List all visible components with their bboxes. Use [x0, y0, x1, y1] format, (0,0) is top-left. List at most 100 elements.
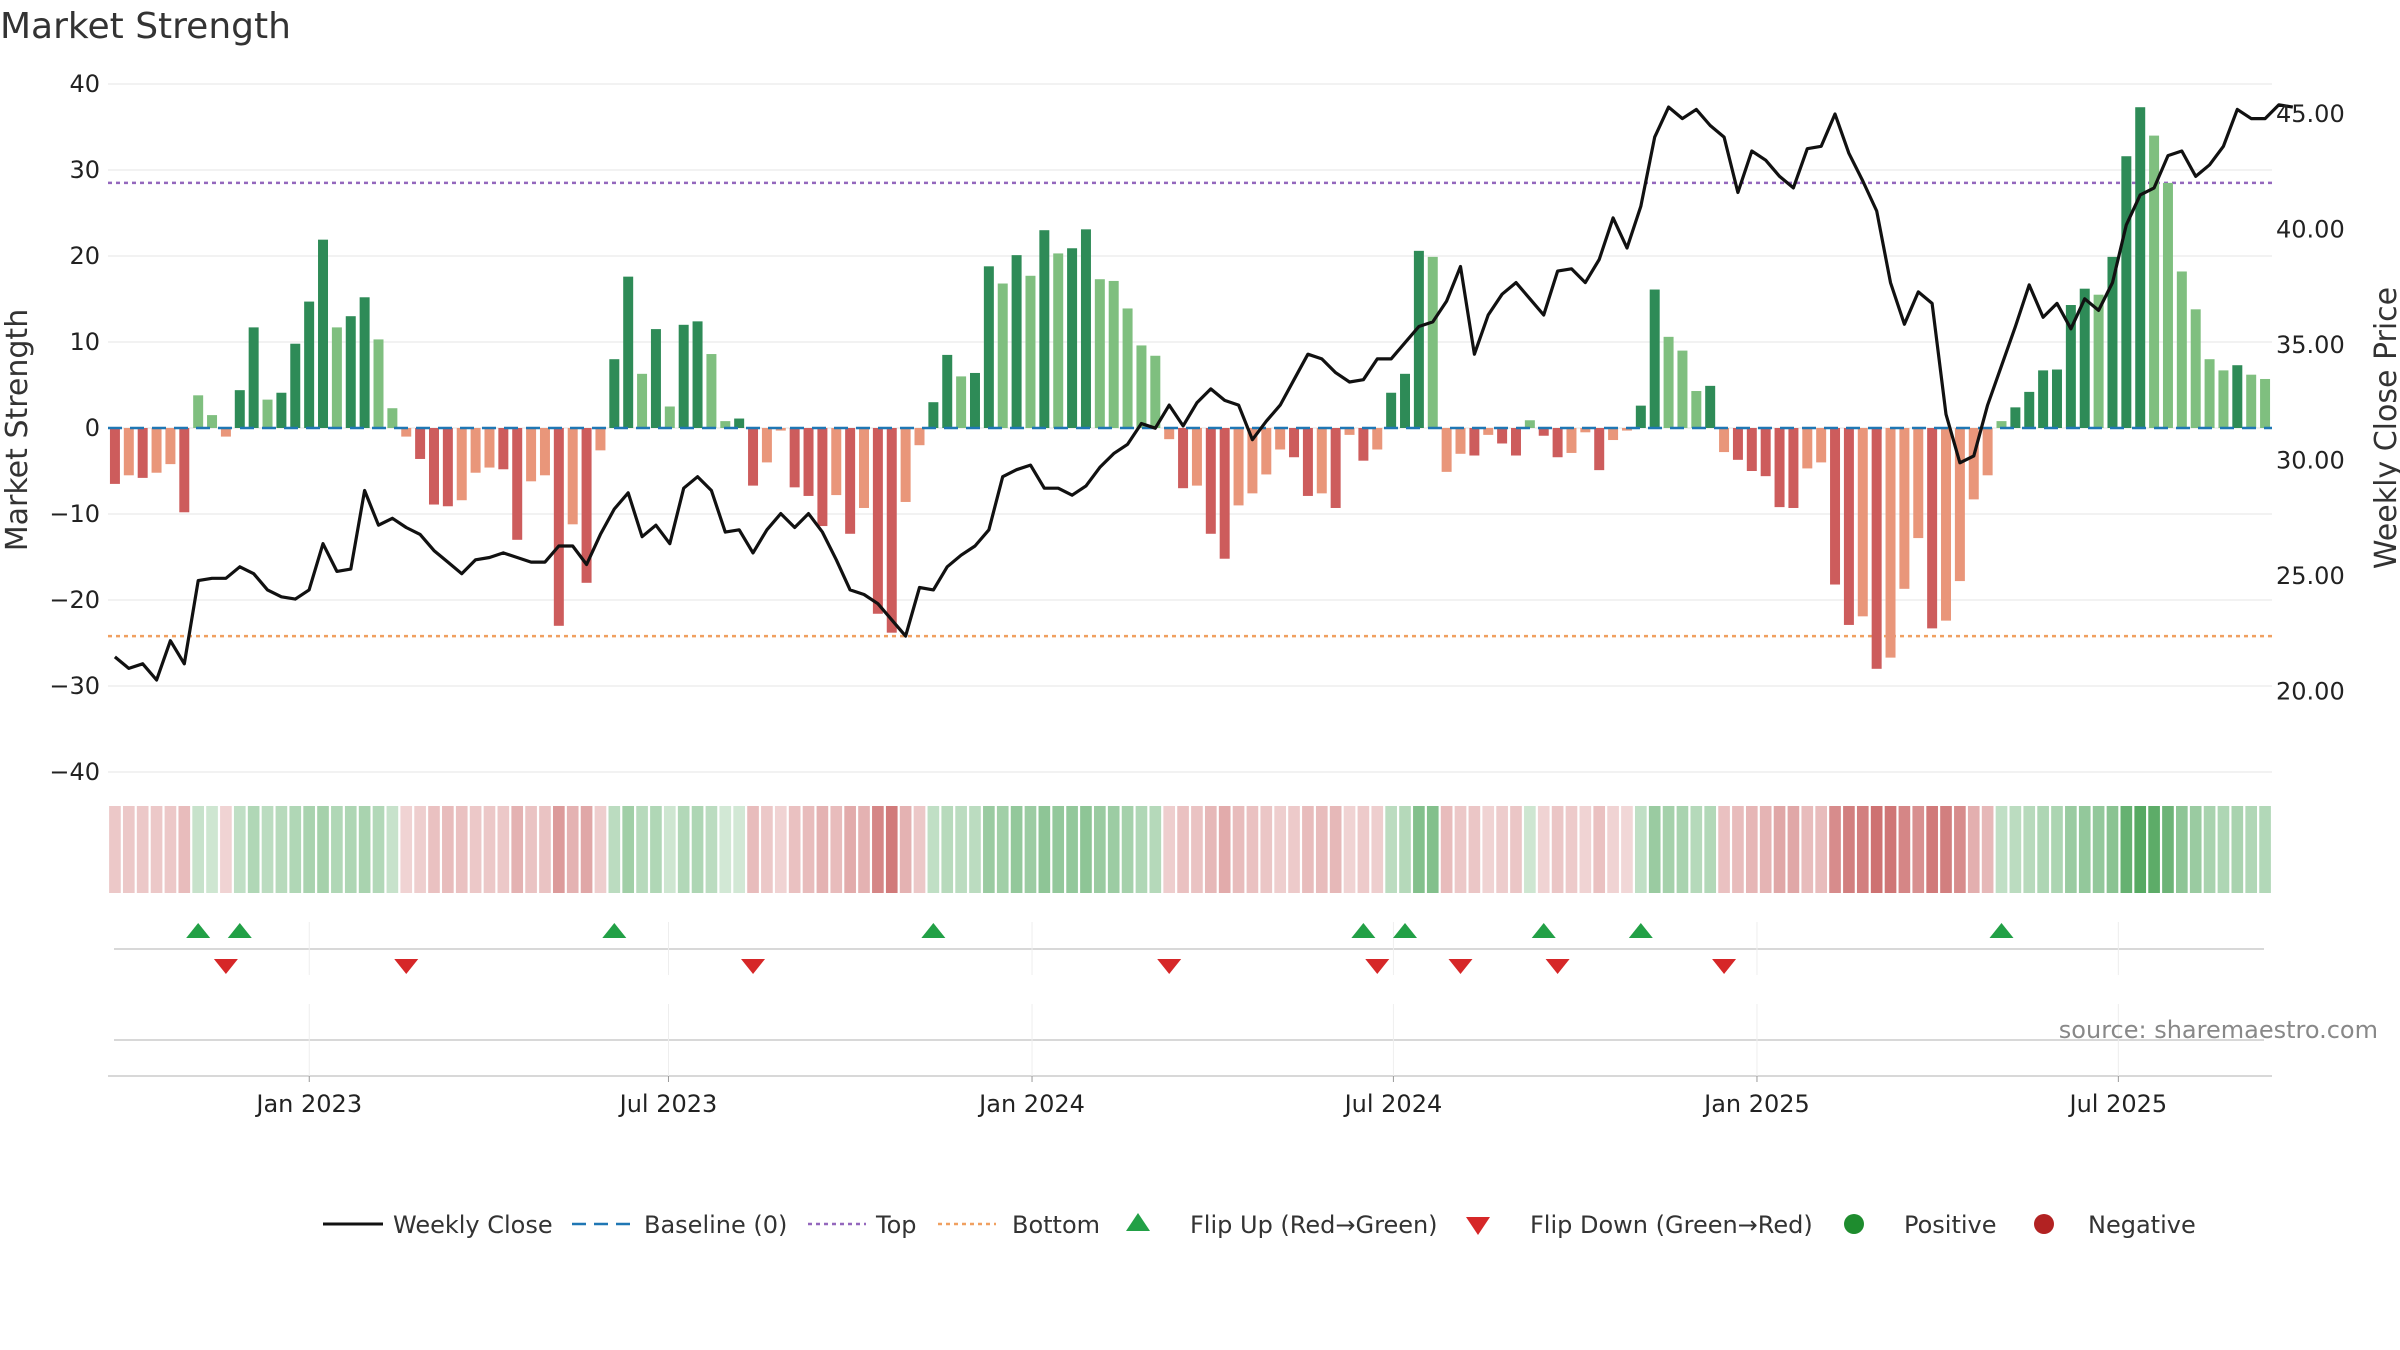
heat-cell	[1621, 806, 1633, 893]
heat-cell	[566, 806, 579, 893]
flip-down-marker	[741, 959, 766, 974]
strength-bar	[470, 428, 481, 473]
legend-label: Flip Up (Red→Green)	[1190, 1211, 1438, 1239]
x-tick-label: Jan 2025	[1702, 1090, 1810, 1118]
strength-bar	[1691, 391, 1702, 428]
strength-bar	[2260, 378, 2271, 428]
heat-cell	[761, 806, 773, 893]
heat-cell	[317, 806, 329, 893]
heat-cell	[1856, 806, 1869, 893]
strength-bar	[1510, 428, 1521, 456]
legend-label: Bottom	[1012, 1211, 1100, 1239]
strength-bar	[2149, 135, 2160, 428]
heat-cell	[1967, 806, 1980, 893]
strength-bar	[484, 428, 495, 468]
strength-bar	[2107, 256, 2118, 428]
heat-cell	[164, 806, 177, 893]
strength-bar	[1372, 428, 1383, 450]
heat-cell	[1995, 806, 2008, 893]
right-tick-label: 45.00	[2276, 100, 2345, 128]
heat-cell	[1274, 806, 1286, 893]
heat-cell	[802, 806, 815, 893]
heat-cell	[150, 806, 163, 893]
heat-cell	[2037, 806, 2049, 893]
heat-cell	[2189, 806, 2202, 893]
strength-heat-strip	[109, 806, 2271, 893]
heat-cell	[511, 806, 524, 893]
strength-bar	[1247, 428, 1258, 494]
left-tick-label: 10	[69, 328, 100, 356]
strength-bar	[345, 316, 356, 428]
flip-down-marker	[1448, 959, 1473, 974]
strength-bar	[442, 428, 453, 507]
strength-bar	[1774, 428, 1785, 508]
heat-cell	[1829, 806, 1841, 893]
heat-cell	[1066, 806, 1078, 893]
heat-cell	[1676, 806, 1689, 893]
strength-bar	[2024, 391, 2035, 428]
heat-cell	[705, 806, 718, 893]
heat-cell	[1815, 806, 1827, 893]
right-tick-label: 20.00	[2276, 678, 2345, 706]
strength-bar	[304, 301, 315, 428]
heat-cell	[414, 806, 426, 893]
strength-bar	[207, 415, 218, 428]
heat-cell	[691, 806, 704, 893]
left-tick-label: −10	[49, 500, 100, 528]
heat-cell	[483, 806, 496, 893]
heat-cell	[386, 806, 399, 893]
legend-label: Top	[875, 1211, 917, 1239]
heat-cell	[233, 806, 246, 893]
heat-cell	[1635, 806, 1647, 893]
strength-bar	[1275, 428, 1286, 450]
heat-cell	[2078, 806, 2091, 893]
flip-down-marker	[213, 959, 238, 974]
heat-cell	[2023, 806, 2036, 893]
heat-cell	[594, 806, 607, 893]
heat-cell	[1579, 806, 1592, 893]
heat-cell	[1662, 806, 1675, 893]
left-tick-label: 30	[69, 156, 100, 184]
heat-cell	[1315, 806, 1328, 893]
strength-bar	[1941, 428, 1952, 621]
strength-bar	[2246, 374, 2257, 428]
strength-bar	[928, 402, 939, 428]
strength-bar	[1982, 428, 1993, 476]
left-tick-label: −40	[49, 758, 100, 786]
heat-cell	[2134, 806, 2147, 893]
strength-bar	[2093, 294, 2104, 428]
heat-cell	[2120, 806, 2133, 893]
heat-cell	[2176, 806, 2188, 893]
strength-bar	[1719, 428, 1730, 453]
heat-cell	[2065, 806, 2077, 893]
heat-cell	[1232, 806, 1245, 893]
strength-bar	[1261, 428, 1272, 475]
heat-cell	[2051, 806, 2063, 893]
heat-cell	[608, 806, 621, 893]
heat-cell	[400, 806, 413, 893]
heat-cell	[899, 806, 912, 893]
strength-bar	[1524, 420, 1535, 428]
strength-bar	[401, 428, 412, 437]
strength-bar	[539, 428, 550, 476]
heat-cell	[2231, 806, 2244, 893]
heat-cell	[1884, 806, 1897, 893]
strength-bar	[1178, 428, 1189, 489]
strength-bar	[1483, 428, 1494, 435]
strength-bar	[1358, 428, 1369, 461]
flip-up-marker	[1393, 923, 1418, 938]
strength-bar	[942, 354, 953, 428]
left-tick-label: 40	[69, 70, 100, 98]
strength-bar	[748, 428, 759, 486]
x-tick-label: Jul 2024	[1343, 1090, 1443, 1118]
heat-cell	[1926, 806, 1938, 893]
strength-bar	[415, 428, 426, 459]
strength-bar	[179, 428, 190, 513]
strength-bar	[914, 428, 925, 446]
heat-cell	[2217, 806, 2230, 893]
heat-cell	[275, 806, 288, 893]
heat-cell	[1246, 806, 1259, 893]
heat-cell	[1537, 806, 1550, 893]
heat-cell	[622, 806, 635, 893]
strength-bar	[581, 428, 592, 583]
